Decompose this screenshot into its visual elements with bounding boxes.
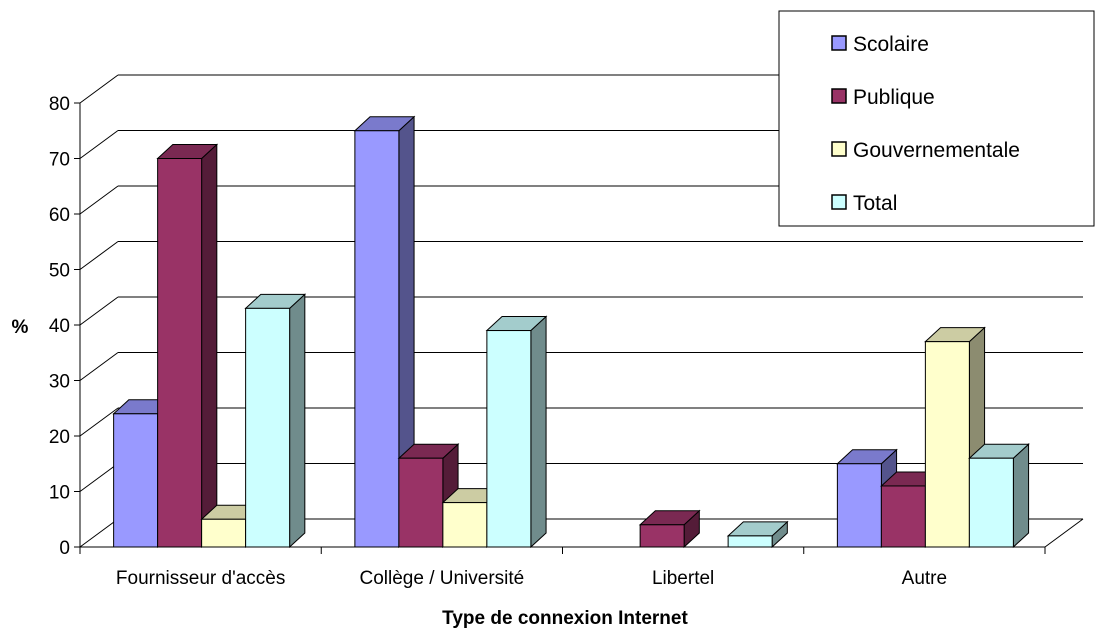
bars (112, 115, 1030, 549)
legend-label: Total (853, 192, 897, 215)
bar-side (530, 315, 547, 549)
bar-side (1012, 443, 1030, 549)
bar (244, 293, 307, 549)
bar-front (836, 463, 882, 548)
x-axis-depth-line (1044, 518, 1084, 548)
legend-label: Publique (853, 86, 935, 109)
y-tick-label: 0 (59, 538, 70, 559)
legend-swatch (831, 194, 847, 210)
gridline-depth (79, 407, 119, 437)
gridline-depth (79, 241, 119, 270)
y-tick-label: 50 (49, 261, 70, 282)
bar-front (727, 535, 773, 548)
legend-swatch (831, 88, 847, 104)
x-tick-label: Libertel (652, 568, 714, 589)
x-tick-label: Autre (902, 568, 947, 589)
bar-front (880, 485, 926, 548)
bar-front (354, 130, 400, 548)
bar (156, 143, 219, 549)
legend: Scolaire Publique Gouvernementale Total (778, 10, 1095, 227)
y-tick-label: 60 (49, 205, 70, 226)
gridline-depth (79, 463, 119, 492)
bar-front (398, 457, 444, 548)
bar (200, 504, 263, 549)
bar-front (201, 518, 247, 548)
x-axis-title: Type de connexion Internet (442, 608, 688, 629)
y-axis-title: % (12, 317, 29, 338)
y-tick-label: 10 (49, 483, 70, 504)
y-tick-label: 80 (49, 94, 70, 115)
gridline-depth (79, 296, 119, 326)
y-tick-label: 40 (49, 316, 70, 337)
gridline-depth (79, 185, 119, 215)
bar-front (486, 330, 532, 548)
bar-front (157, 158, 203, 548)
gridline-depth (79, 352, 119, 381)
bar (485, 315, 548, 549)
gridline-depth (79, 518, 119, 548)
bar-front (113, 413, 159, 548)
bar-front (245, 307, 291, 548)
bar-front (639, 524, 685, 548)
bar (638, 509, 701, 549)
legend-label: Gouvernementale (853, 139, 1020, 162)
tick-labels: 0 10 20 30 40 50 60 70 80 Fournisseur d'accès Coll… (49, 94, 947, 589)
bar-front (924, 341, 970, 548)
legend-swatch (831, 35, 847, 51)
bar-side (201, 143, 218, 549)
bar (353, 115, 416, 549)
y-tick-label: 30 (49, 372, 70, 393)
y-tick-label: 20 (49, 427, 70, 448)
gridline-depth (79, 130, 119, 159)
legend-box (778, 10, 1095, 227)
x-tick-label: Fournisseur d'accès (116, 568, 285, 589)
bar (968, 443, 1030, 549)
x-tick-label: Collège / Université (360, 568, 525, 589)
bar-front (968, 457, 1014, 548)
bar (726, 520, 789, 549)
legend-swatch (831, 141, 847, 157)
bar-front (442, 502, 488, 548)
legend-label: Scolaire (853, 33, 929, 56)
bar-side (289, 293, 306, 549)
y-tick-label: 70 (49, 150, 70, 171)
gridline-depth (79, 74, 119, 104)
